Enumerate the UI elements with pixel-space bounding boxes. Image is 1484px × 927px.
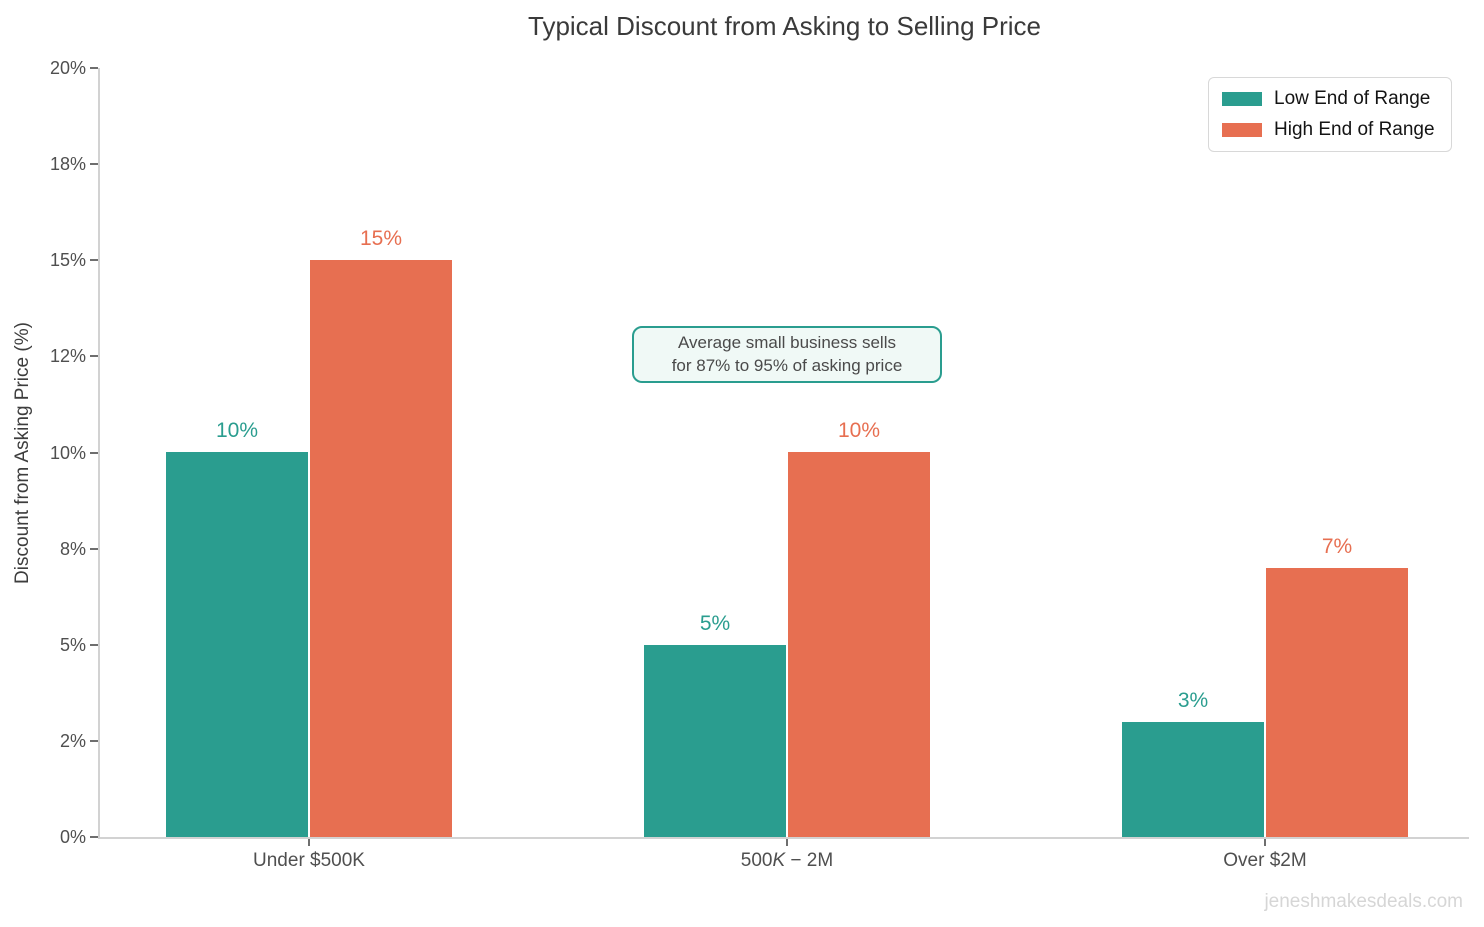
x-axis-spine <box>98 837 1469 839</box>
legend-box: Low End of Range High End of Range <box>1208 77 1452 152</box>
y-tick-label: 0% <box>59 827 86 847</box>
annotation-line-1: Average small business sells <box>678 333 896 353</box>
y-tick-label: 20% <box>49 58 86 78</box>
x-tick-label: Over $2M <box>1065 849 1465 873</box>
legend-swatch <box>1222 123 1262 137</box>
bar-value-label: 15% <box>359 227 403 250</box>
x-tick-label-segment: Under $500K <box>253 850 365 871</box>
y-tick-mark <box>90 259 98 262</box>
y-axis-spine <box>98 68 100 839</box>
y-tick-mark <box>90 451 98 454</box>
y-tick-mark <box>90 355 98 358</box>
y-tick-mark <box>90 67 98 69</box>
y-tick-label: 18% <box>49 154 86 175</box>
legend-item: High End of Range <box>1222 118 1435 142</box>
legend-item-label: Low End of Range <box>1274 88 1431 109</box>
bar-value-label: 5% <box>699 612 731 635</box>
y-tick-label: 2% <box>59 730 86 751</box>
x-tick-label-segment: 500 <box>740 850 773 871</box>
y-tick-label: 8% <box>59 538 86 559</box>
y-tick-mark <box>90 739 98 742</box>
x-tick-mark <box>786 839 788 846</box>
y-tick-mark <box>90 836 98 838</box>
bar-low-end-of-range-1 <box>644 645 786 837</box>
chart-title: Typical Discount from Asking to Selling … <box>528 11 1041 41</box>
bar-high-end-of-range-0 <box>310 260 452 837</box>
bar-value-label: 10% <box>837 419 881 442</box>
x-tick-label-segment: Over $2M <box>1223 850 1307 871</box>
legend-swatch <box>1222 92 1262 106</box>
x-tick-label-segment: − 2M <box>785 850 834 871</box>
x-tick-mark <box>1264 839 1266 846</box>
bar-value-label: 10% <box>215 419 259 442</box>
y-tick-label: 12% <box>49 346 86 367</box>
bar-low-end-of-range-0 <box>166 452 308 837</box>
watermark-text: jeneshmakesdeals.com <box>1264 891 1463 912</box>
x-tick-mark <box>308 839 310 846</box>
bar-high-end-of-range-1 <box>788 452 930 837</box>
y-tick-label: 5% <box>59 634 86 655</box>
y-tick-label: 15% <box>49 250 86 271</box>
x-tick-label-segment: K <box>772 850 786 871</box>
legend-item: Low End of Range <box>1222 87 1435 111</box>
legend-item-label: High End of Range <box>1274 119 1435 140</box>
x-tick-label: 500K − 2M <box>587 849 987 873</box>
annotation-line-2: for 87% to 95% of asking price <box>671 355 903 375</box>
y-tick-mark <box>90 643 98 646</box>
y-tick-mark <box>90 163 98 166</box>
x-tick-label: Under $500K <box>109 849 509 873</box>
bar-low-end-of-range-2 <box>1122 722 1264 837</box>
annotation-box: Average small business sells for 87% to … <box>632 326 942 383</box>
y-tick-mark <box>90 547 98 550</box>
bar-value-label: 3% <box>1177 689 1209 712</box>
y-tick-label: 10% <box>49 442 86 463</box>
bar-value-label: 7% <box>1321 535 1353 558</box>
bar-high-end-of-range-2 <box>1266 568 1408 837</box>
